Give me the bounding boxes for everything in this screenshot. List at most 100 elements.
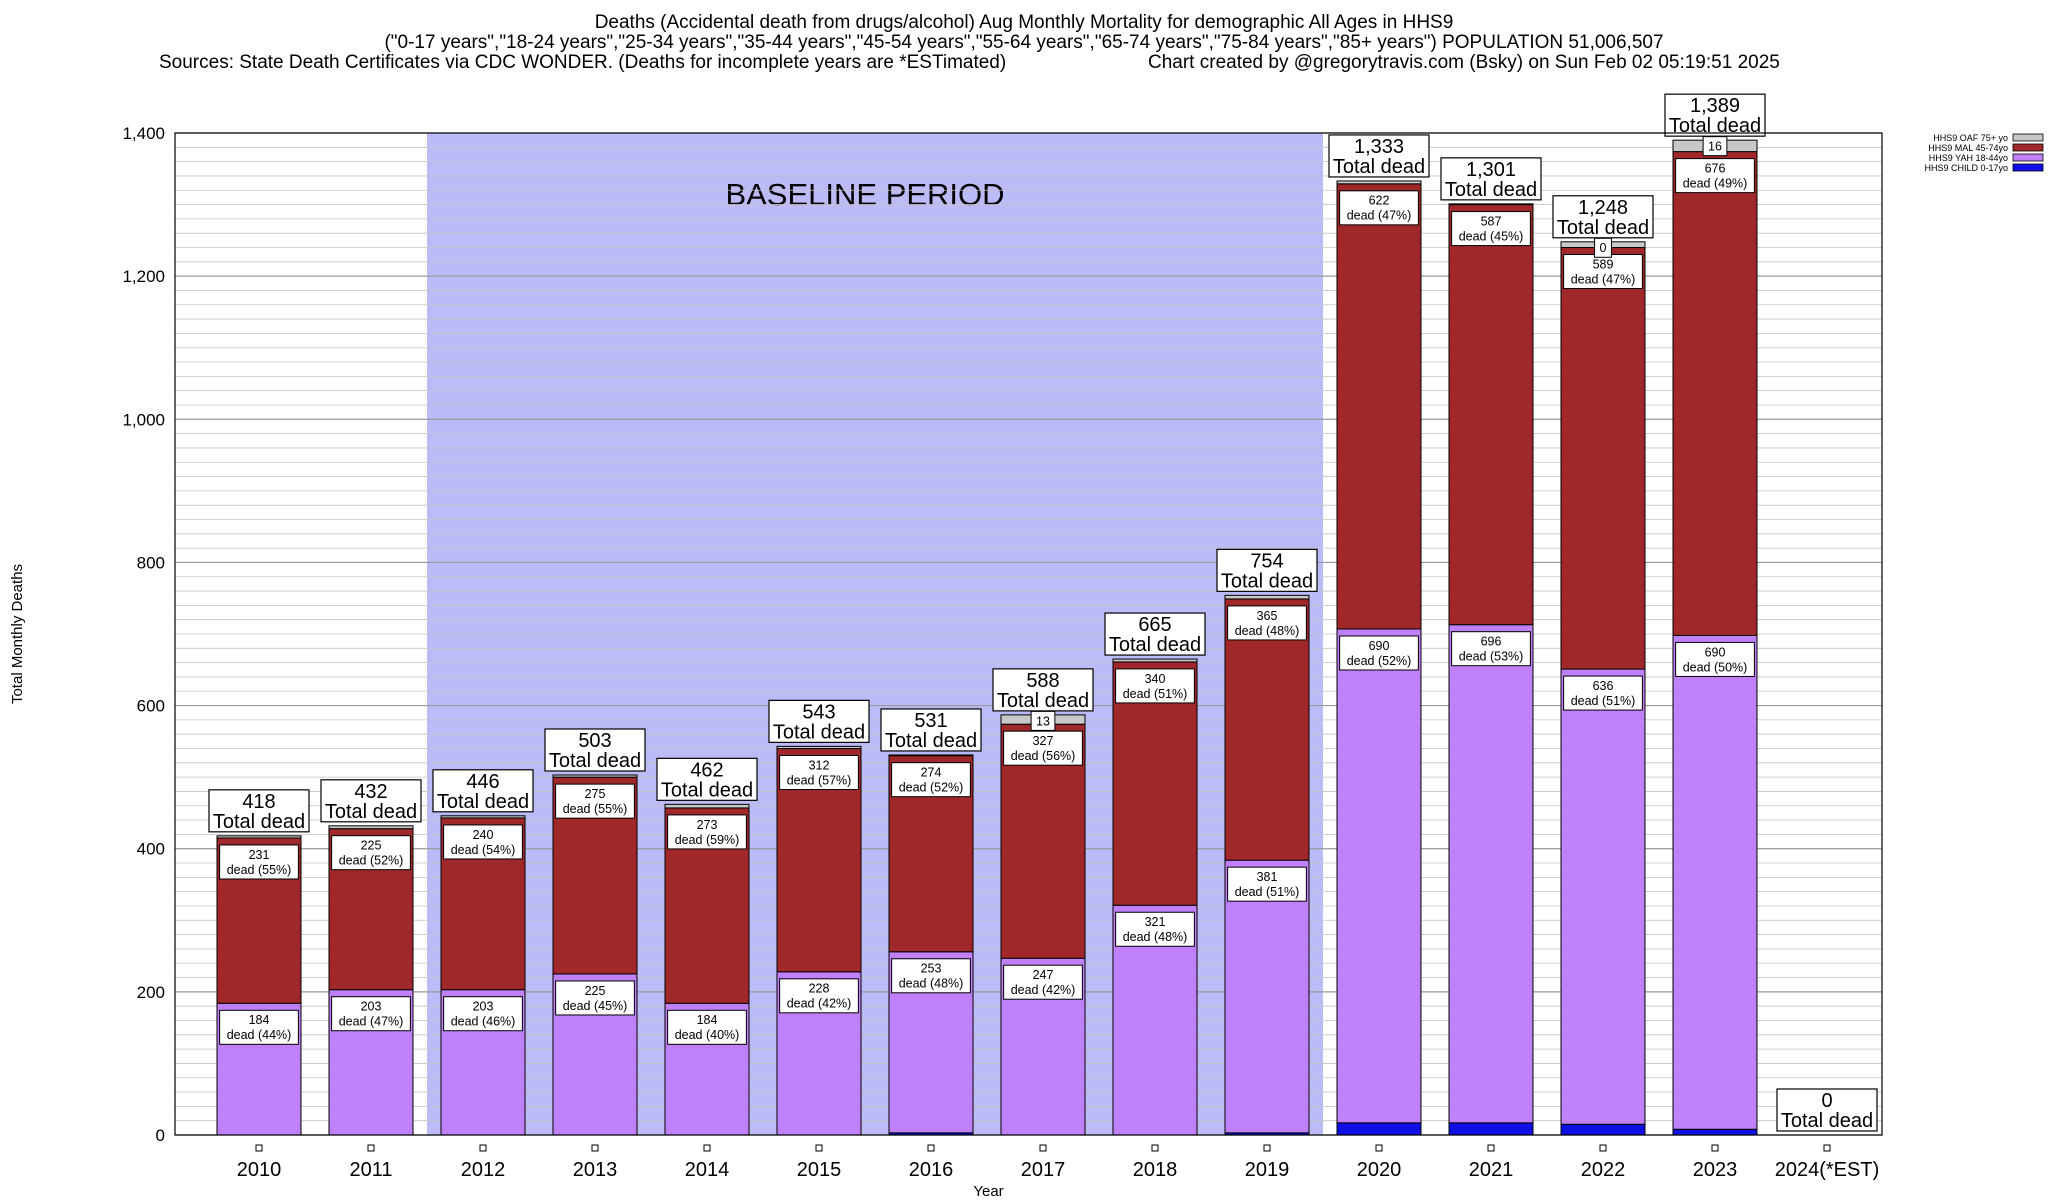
bar-segment-mal xyxy=(1672,151,1758,636)
total-label-box xyxy=(1664,93,1766,137)
x-tick-label: 2017 xyxy=(1021,1159,1066,1181)
data-label-mal: 340 xyxy=(1145,672,1166,686)
data-label-yah: dead (52%) xyxy=(1347,654,1412,668)
data-label-yah-box xyxy=(1227,866,1307,902)
bar-marker xyxy=(591,1144,599,1152)
y-tick-label: 1,200 xyxy=(122,267,165,286)
data-label-mal: 275 xyxy=(585,787,606,801)
data-label-mal: dead (52%) xyxy=(339,854,404,868)
plot-frame xyxy=(174,132,1883,1136)
bar-segment-yah xyxy=(1224,859,1310,1134)
total-value-label: 1,333 xyxy=(1354,136,1404,158)
data-label-yah: 184 xyxy=(697,1013,718,1027)
data-label-mal-box xyxy=(1227,605,1307,641)
x-axis-label: Year xyxy=(973,1183,1003,1200)
bar-segment-oaf xyxy=(776,745,862,750)
total-dead-label: Total dead xyxy=(1781,1110,1873,1132)
y-tick-label: 200 xyxy=(137,983,165,1002)
data-label-yah: dead (50%) xyxy=(1683,660,1748,674)
data-label-mal: 225 xyxy=(361,839,382,853)
data-label-mal-box xyxy=(1451,211,1531,247)
bar-segment-oaf xyxy=(1224,594,1310,600)
total-label-box xyxy=(768,699,870,743)
data-label-mal: 365 xyxy=(1257,609,1278,623)
legend-label: HHS9 OAF 75+ yo xyxy=(1933,133,2008,143)
data-label-mal: 231 xyxy=(249,848,270,862)
bar-segment-yah xyxy=(1672,634,1758,1130)
data-label-mal: 327 xyxy=(1033,734,1054,748)
total-dead-label: Total dead xyxy=(325,801,417,823)
y-tick-label: 400 xyxy=(137,840,165,859)
y-tick-label: 800 xyxy=(137,553,165,572)
data-label-yah-box xyxy=(331,996,411,1032)
data-label-mal: dead (45%) xyxy=(1459,229,1524,243)
data-label-yah: dead (42%) xyxy=(787,997,852,1011)
y-axis-label: Total Monthly Deaths xyxy=(9,564,26,704)
data-label-mal-box xyxy=(1675,158,1755,194)
total-dead-label: Total dead xyxy=(1669,115,1761,137)
legend-swatch-oaf xyxy=(2012,133,2044,142)
data-label-yah: 381 xyxy=(1257,870,1278,884)
bar-marker xyxy=(1487,1144,1495,1152)
data-label-mal: 676 xyxy=(1705,161,1726,175)
bar-marker xyxy=(1039,1144,1047,1152)
data-label-yah-box xyxy=(1451,631,1531,667)
data-label-yah: dead (51%) xyxy=(1235,885,1300,899)
data-label-yah: dead (53%) xyxy=(1459,650,1524,664)
legend-swatch-mal xyxy=(2012,143,2044,152)
y-tick-label: 0 xyxy=(156,1126,165,1145)
legend-label: HHS9 CHILD 0-17yo xyxy=(1924,163,2008,173)
data-label-mal: dead (47%) xyxy=(1347,209,1412,223)
data-label-mal: 622 xyxy=(1369,194,1390,208)
total-value-label: 1,301 xyxy=(1466,159,1516,181)
chart-credit: Chart created by @gregorytravis.com (Bsk… xyxy=(1148,52,1780,73)
data-label-yah-box xyxy=(779,978,859,1014)
x-tick-label: 2022 xyxy=(1581,1159,1626,1181)
data-label-mal-box xyxy=(443,824,523,860)
data-label-mal-box xyxy=(555,783,635,819)
bar-marker xyxy=(1375,1144,1383,1152)
total-value-label: 531 xyxy=(914,710,947,732)
total-dead-label: Total dead xyxy=(885,730,977,752)
bar-segment-oaf xyxy=(1336,180,1422,185)
bar-marker xyxy=(1711,1144,1719,1152)
total-label-box xyxy=(208,789,310,833)
data-label-mal: dead (52%) xyxy=(899,781,964,795)
data-label-yah-box xyxy=(891,958,971,994)
legend-swatch-yah xyxy=(2012,153,2044,162)
total-label-box xyxy=(1104,612,1206,656)
total-value-label: 462 xyxy=(690,759,723,781)
bar-segment-mal xyxy=(1448,204,1534,626)
data-label-yah: 203 xyxy=(473,1000,494,1014)
bar-segment-mal xyxy=(1224,598,1310,861)
data-label-mal: dead (55%) xyxy=(227,863,292,877)
data-label-yah: 696 xyxy=(1481,635,1502,649)
data-label-yah: 203 xyxy=(361,1000,382,1014)
bar-marker xyxy=(815,1144,823,1152)
total-value-label: 588 xyxy=(1026,670,1059,692)
data-label-mal: dead (54%) xyxy=(451,843,516,857)
x-tick-label: 2019 xyxy=(1245,1159,1290,1181)
data-label-yah: dead (40%) xyxy=(675,1028,740,1042)
total-dead-label: Total dead xyxy=(773,721,865,743)
bar-marker xyxy=(703,1144,711,1152)
total-value-label: 1,248 xyxy=(1578,197,1628,219)
total-label-box xyxy=(320,779,422,823)
total-label-box xyxy=(1776,1088,1878,1132)
data-label-yah-box xyxy=(1675,641,1755,677)
total-dead-label: Total dead xyxy=(661,779,753,801)
total-label-box xyxy=(544,728,646,772)
data-label-oaf: 13 xyxy=(1036,714,1050,728)
bar-segment-oaf xyxy=(216,835,302,839)
data-label-yah: dead (46%) xyxy=(451,1015,516,1029)
data-label-yah: 225 xyxy=(585,984,606,998)
total-label-box xyxy=(656,757,758,801)
total-label-box xyxy=(1216,548,1318,592)
data-label-yah-box xyxy=(1339,635,1419,671)
total-label-box xyxy=(1552,195,1654,239)
x-tick-label: 2013 xyxy=(573,1159,618,1181)
total-value-label: 665 xyxy=(1138,614,1171,636)
data-label-yah-box xyxy=(1003,964,1083,1000)
total-value-label: 432 xyxy=(354,781,387,803)
